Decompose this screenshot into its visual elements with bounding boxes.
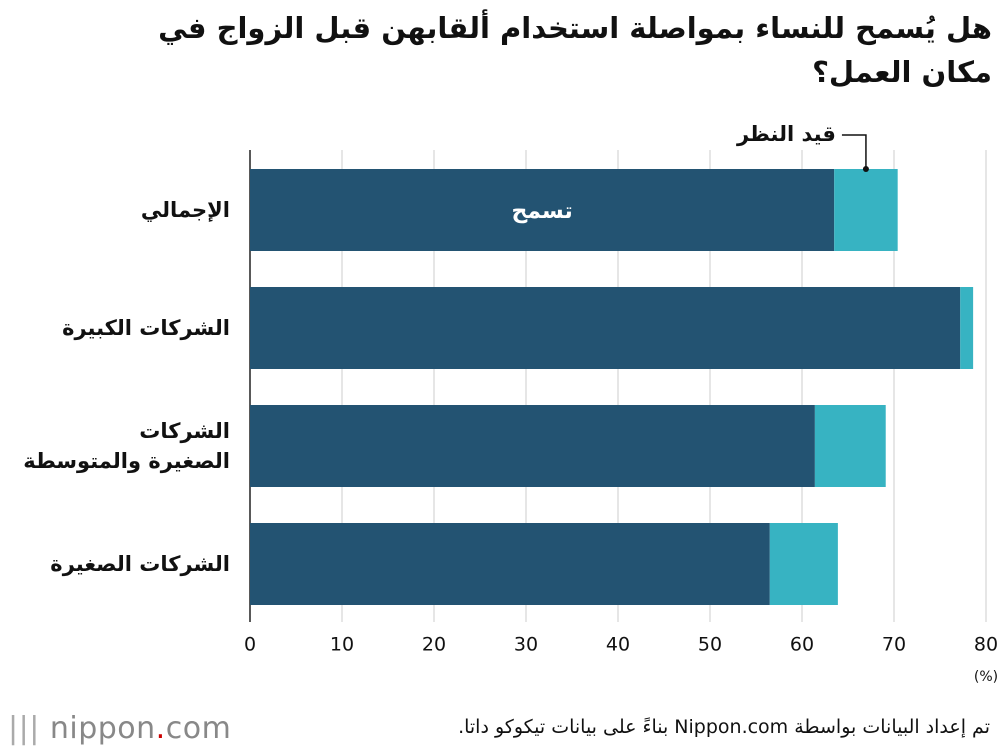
x-tick-label: 70 bbox=[882, 634, 906, 656]
y-tick-label: الشركات الصغيرة bbox=[50, 552, 230, 576]
bar bbox=[769, 523, 838, 605]
bar bbox=[814, 405, 886, 487]
series-label: تسمح bbox=[511, 199, 572, 224]
source-note: تم إعداد البيانات بواسطة Nippon.com بناء… bbox=[458, 716, 990, 738]
x-tick-label: 40 bbox=[606, 634, 630, 656]
bar bbox=[250, 523, 770, 605]
series-label: قيد النظر bbox=[736, 122, 836, 146]
x-tick-label: 10 bbox=[330, 634, 354, 656]
annotation-leader bbox=[841, 134, 867, 169]
annotation-dot bbox=[862, 166, 869, 172]
bar bbox=[834, 169, 898, 251]
x-tick-label: 30 bbox=[514, 634, 538, 656]
x-tick-label: 0 bbox=[244, 634, 256, 656]
x-tick-label: 80 bbox=[974, 634, 998, 656]
x-tick-label: 60 bbox=[790, 634, 814, 656]
y-tick-label: الشركات الكبيرة bbox=[62, 316, 230, 340]
logo: ||| nippon.com bbox=[8, 711, 232, 746]
x-tick-label: 20 bbox=[422, 634, 446, 656]
y-tick-label: الإجمالي bbox=[140, 198, 230, 222]
chart-title: هل يُسمح للنساء بمواصلة استخدام ألقابهن … bbox=[158, 11, 992, 89]
x-axis-unit: (%) bbox=[974, 669, 998, 685]
bar bbox=[250, 287, 961, 369]
bar bbox=[960, 287, 974, 369]
bar bbox=[250, 169, 835, 251]
bar bbox=[250, 405, 815, 487]
x-tick-label: 50 bbox=[698, 634, 722, 656]
y-tick-label: الشركات الصغيرة والمتوسطة bbox=[23, 419, 230, 473]
